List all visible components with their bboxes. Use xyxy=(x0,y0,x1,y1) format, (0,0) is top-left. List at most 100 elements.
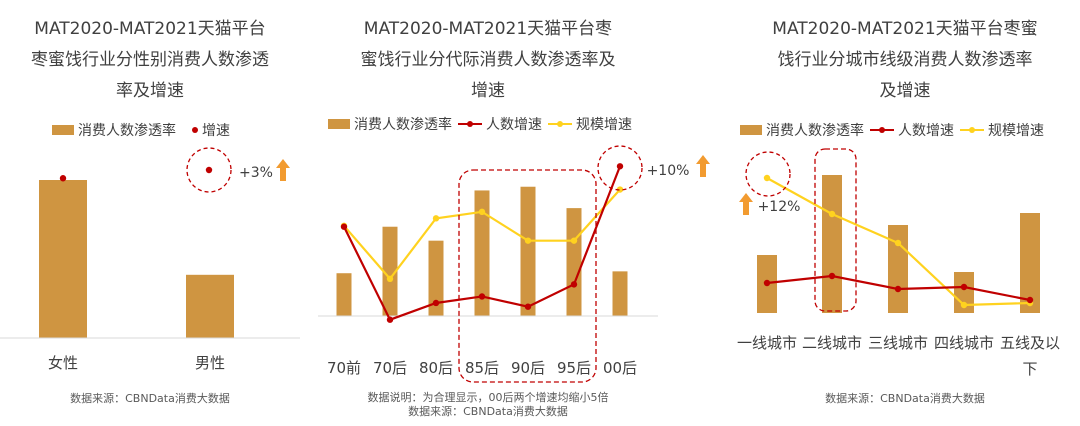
bar-swatch xyxy=(740,125,762,135)
x-tick-label: 80后 xyxy=(419,359,453,377)
highlight-circle xyxy=(597,145,643,191)
data-point xyxy=(1026,296,1034,304)
data-point xyxy=(960,283,968,291)
x-tick-label: 85后 xyxy=(465,359,499,377)
bar xyxy=(336,273,352,316)
x-tick-label: 90后 xyxy=(511,359,545,377)
bar xyxy=(888,225,908,313)
x-tick-label: 男性 xyxy=(195,354,225,372)
chart-title: MAT2020-MAT2021天猫平台 枣蜜饯行业分性别消费人数渗透 率及增速 xyxy=(31,19,269,101)
legend-item-line2: 规模增速 xyxy=(960,120,1044,140)
arrow-up-icon xyxy=(739,193,753,215)
bar xyxy=(39,180,87,338)
arrow-up-icon xyxy=(276,159,290,181)
data-point xyxy=(894,239,902,247)
data-point xyxy=(59,175,67,182)
chart-panel-generation: MAT2020-MAT2021天猫平台枣 蜜饯行业分代际消费人数渗透率及 增速 … xyxy=(318,0,710,426)
chart-canvas: 女性 男性 +3% xyxy=(0,147,300,372)
legend-item-line1: 人数增速 xyxy=(870,120,954,140)
bar xyxy=(474,190,490,316)
bar xyxy=(1020,213,1040,313)
data-point xyxy=(205,166,213,174)
data-point xyxy=(340,223,348,230)
data-point xyxy=(763,279,771,287)
bar xyxy=(382,226,398,316)
data-point xyxy=(616,186,624,193)
data-point xyxy=(828,272,836,280)
legend-label: 消费人数渗透率 xyxy=(78,123,176,139)
x-tick-label: 一线城市 xyxy=(737,334,797,352)
legend-item-bar: 消费人数渗透率 xyxy=(52,120,176,140)
data-point xyxy=(386,316,394,323)
line-swatch xyxy=(548,121,572,127)
data-point xyxy=(432,299,440,307)
data-point xyxy=(616,163,624,170)
bar xyxy=(428,240,444,316)
source-note: 数据来源：CBNData消费大数据 xyxy=(408,405,568,418)
legend-label: 人数增速 xyxy=(898,123,954,139)
annotation-label: +10% xyxy=(647,163,690,179)
legend-label: 规模增速 xyxy=(576,117,632,133)
arrow-up-icon xyxy=(696,155,710,177)
x-tick-label: 下 xyxy=(1022,360,1037,378)
legend: 消费人数渗透率 人数增速 规模增速 xyxy=(328,114,632,134)
bar xyxy=(822,175,842,313)
x-tick-label: 95后 xyxy=(557,359,591,377)
bar xyxy=(612,271,628,316)
legend-label: 人数增速 xyxy=(486,117,542,133)
bar-swatch xyxy=(52,125,74,135)
bar xyxy=(520,186,536,316)
data-point xyxy=(478,293,486,300)
highlight-box xyxy=(814,148,857,312)
data-point xyxy=(894,285,902,293)
legend: 消费人数渗透率 人数增速 规模增速 xyxy=(740,120,1044,140)
data-point xyxy=(524,237,532,244)
line-swatch xyxy=(458,121,482,127)
legend-item-line1: 人数增速 xyxy=(458,114,542,134)
legend-item-dot: 增速 xyxy=(192,120,230,140)
chart-panel-gender: MAT2020-MAT2021天猫平台 枣蜜饯行业分性别消费人数渗透 率及增速 … xyxy=(0,0,300,426)
data-point xyxy=(432,215,440,222)
bar-swatch xyxy=(328,119,350,129)
legend-label: 消费人数渗透率 xyxy=(354,117,452,133)
legend-item-bar: 消费人数渗透率 xyxy=(328,114,452,134)
source-note: 数据来源：CBNData消费大数据 xyxy=(825,392,985,405)
bar xyxy=(954,272,974,313)
x-tick-label: 70前 xyxy=(327,359,361,377)
annotation-label: +3% xyxy=(239,165,273,181)
x-tick-label: 女性 xyxy=(48,354,78,372)
data-point xyxy=(570,237,578,244)
data-point xyxy=(960,301,968,309)
line-swatch xyxy=(870,127,894,133)
legend-item-line2: 规模增速 xyxy=(548,114,632,134)
legend-label: 消费人数渗透率 xyxy=(766,123,864,139)
chart-title: MAT2020-MAT2021天猫平台枣蜜 饯行业分城市线级消费人数渗透率 及增… xyxy=(772,19,1038,101)
legend-label: 规模增速 xyxy=(988,123,1044,139)
x-tick-label: 五线及以 xyxy=(1000,334,1060,352)
bar xyxy=(186,274,234,338)
data-point xyxy=(478,208,486,216)
data-point xyxy=(763,174,771,182)
data-note: 数据说明：为合理显示，00后两个增速均缩小5倍 xyxy=(367,391,609,404)
source-note: 数据来源：CBNData消费大数据 xyxy=(70,392,230,405)
dot-swatch xyxy=(192,127,198,133)
data-point xyxy=(524,303,532,310)
bar xyxy=(566,208,582,316)
x-tick-label: 00后 xyxy=(603,359,637,377)
chart-panel-city-tier: MAT2020-MAT2021天猫平台枣蜜 饯行业分城市线级消费人数渗透率 及增… xyxy=(730,0,1080,426)
x-tick-label: 70后 xyxy=(373,359,407,377)
x-tick-label: 二线城市 xyxy=(802,334,862,352)
legend-label: 增速 xyxy=(202,123,230,139)
x-tick-label: 三线城市 xyxy=(868,334,928,352)
data-point xyxy=(570,281,578,288)
chart-title: MAT2020-MAT2021天猫平台枣 蜜饯行业分代际消费人数渗透率及 增速 xyxy=(360,19,616,101)
data-point xyxy=(386,275,394,282)
line-swatch xyxy=(960,127,984,133)
data-point xyxy=(828,210,836,218)
highlight-circle xyxy=(186,147,232,193)
legend-item-bar: 消费人数渗透率 xyxy=(740,120,864,140)
x-tick-label: 四线城市 xyxy=(934,334,994,352)
chart-canvas: 70前 70后 80后 85后 90后 95后 00后 +10% xyxy=(318,145,710,383)
legend: 消费人数渗透率 增速 xyxy=(52,120,230,140)
